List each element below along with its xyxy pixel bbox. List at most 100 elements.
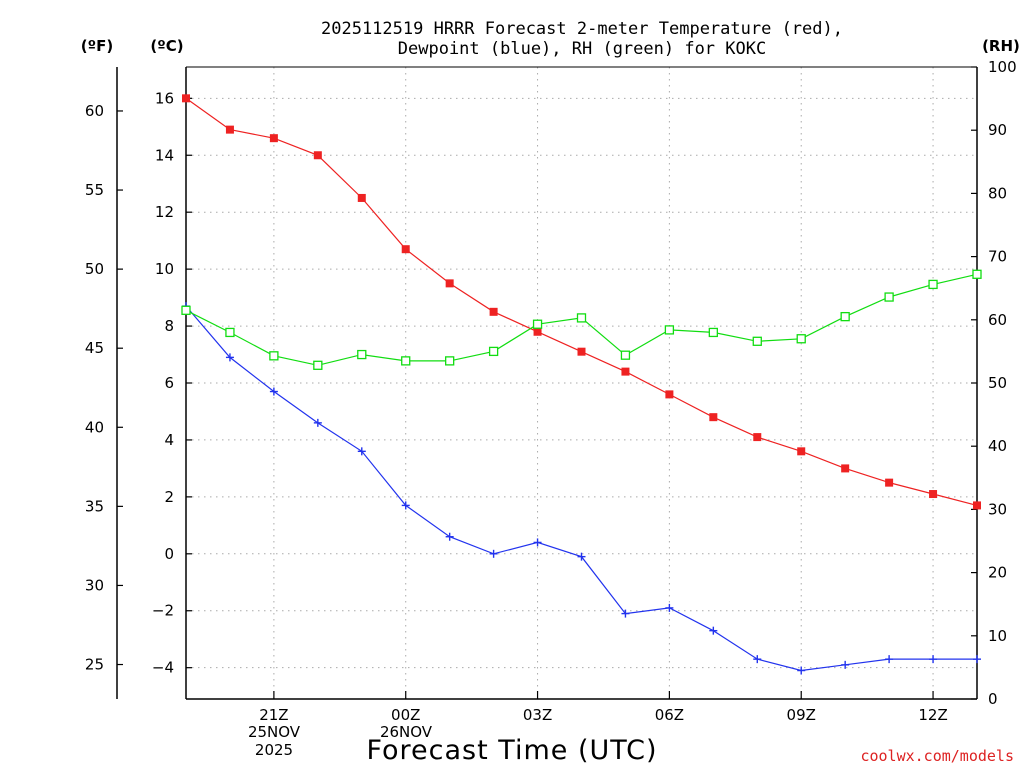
x-tick-label: 00Z	[391, 706, 420, 724]
x-tick-label: 03Z	[523, 706, 552, 724]
2-meter-temperature-point	[665, 390, 674, 399]
fahrenheit-tick-label: 45	[85, 339, 104, 357]
rh-point	[840, 311, 850, 322]
fahrenheit-unit-label: (ºF)	[81, 37, 113, 55]
rh-tick-label: 60	[988, 311, 1007, 329]
rh-point	[620, 350, 631, 360]
celsius-tick-label: 10	[155, 260, 174, 278]
2-meter-temperature-point	[533, 327, 542, 336]
celsius-tick-label: 0	[164, 545, 174, 563]
2-meter-temperature-line	[185, 97, 978, 506]
rh-point	[225, 327, 235, 338]
dewpoint-point	[885, 655, 894, 664]
rh-point	[401, 356, 411, 366]
rh-point	[972, 269, 982, 279]
dewpoint-line	[185, 305, 977, 672]
fahrenheit-tick-label: 35	[85, 497, 104, 515]
rh-tick-label: 30	[988, 500, 1007, 518]
celsius-tick-label: −2	[152, 602, 174, 620]
rh-tick-label: 50	[988, 374, 1007, 392]
chart-title-line2: Dewpoint (blue), RH (green) for KOKC	[398, 39, 766, 59]
dewpoint-point	[665, 603, 674, 612]
rh-point	[884, 292, 894, 302]
rh-point	[708, 327, 718, 338]
2-meter-temperature-point	[929, 490, 938, 499]
rh-tick-label: 10	[988, 627, 1007, 645]
dewpoint-point	[577, 552, 586, 561]
celsius-tick-label: 14	[155, 146, 174, 164]
gridlines	[186, 67, 977, 699]
rh-point	[269, 351, 279, 361]
2-meter-temperature-point	[225, 125, 234, 134]
dewpoint-point	[621, 609, 630, 618]
rh-point	[576, 313, 587, 323]
2-meter-temperature-point	[885, 478, 894, 487]
fahrenheit-tick-label: 60	[85, 102, 104, 120]
2-meter-temperature-point	[621, 367, 630, 376]
credit-watermark: coolwx.com/models	[860, 747, 1014, 765]
date-label-year: 2025	[255, 741, 293, 759]
rh-point	[313, 360, 323, 370]
x-tick-label: 21Z	[259, 706, 288, 724]
rh-tick-label: 70	[988, 248, 1007, 266]
fahrenheit-tick-label: 40	[85, 418, 104, 436]
celsius-tick-label: 4	[164, 431, 174, 449]
celsius-unit-label: (ºC)	[150, 37, 183, 55]
2-meter-temperature-point	[269, 134, 278, 143]
2-meter-temperature-point	[489, 307, 498, 316]
dewpoint-point	[533, 538, 542, 547]
dewpoint-point	[313, 418, 322, 427]
2-meter-temperature-point	[357, 193, 366, 202]
2-meter-temperature-point	[797, 447, 806, 456]
rh-tick-label: 100	[988, 58, 1017, 76]
date-label-26nov: 26NOV	[380, 723, 433, 741]
rh-tick-label: 80	[988, 184, 1007, 202]
date-label-25nov: 25NOV	[248, 723, 301, 741]
celsius-tick-label: 16	[155, 89, 174, 107]
celsius-tick-label: 12	[155, 203, 174, 221]
rh-unit-label: (RH)	[982, 37, 1020, 55]
rh-point	[357, 349, 367, 360]
rh-tick-label: 0	[988, 690, 998, 708]
x-tick-label: 12Z	[918, 706, 947, 724]
x-tick-label: 09Z	[787, 706, 816, 724]
fahrenheit-tick-label: 50	[85, 260, 104, 278]
celsius-tick-label: −4	[152, 659, 174, 677]
dewpoint-point	[269, 387, 278, 396]
2-meter-temperature-point	[841, 464, 850, 473]
dewpoint-point	[445, 532, 454, 541]
dewpoint-point	[973, 655, 981, 664]
rh-tick-label: 40	[988, 437, 1007, 455]
2-meter-temperature-point	[313, 151, 322, 160]
2-meter-temperature-point	[401, 245, 410, 254]
data-series	[181, 94, 982, 675]
celsius-tick-label: 2	[164, 488, 174, 506]
dewpoint-point	[797, 666, 806, 675]
x-tick-label: 06Z	[655, 706, 684, 724]
dewpoint-point	[709, 626, 718, 635]
celsius-tick-label: 8	[164, 317, 174, 335]
2-meter-temperature-point	[577, 347, 586, 356]
rh-point	[532, 319, 543, 329]
fahrenheit-tick-label: 55	[85, 181, 104, 199]
2-meter-temperature-point	[753, 433, 762, 442]
x-axis-title: Forecast Time (UTC)	[366, 735, 657, 766]
fahrenheit-tick-label: 30	[85, 576, 104, 594]
dewpoint-point	[225, 353, 234, 362]
2-meter-temperature-point	[709, 413, 718, 422]
celsius-tick-label: 6	[164, 374, 174, 392]
fahrenheit-tick-label: 25	[85, 656, 104, 674]
dewpoint-point	[841, 660, 850, 669]
rh-point	[752, 336, 762, 346]
rh-tick-label: 90	[988, 121, 1007, 139]
rh-point	[928, 279, 938, 290]
2-meter-temperature-point	[182, 94, 190, 103]
rh-tick-label: 20	[988, 564, 1007, 582]
rh-point	[445, 356, 455, 366]
chart-title-line1: 2025112519 HRRR Forecast 2-meter Tempera…	[321, 19, 843, 39]
dewpoint-point	[489, 549, 498, 558]
2-meter-temperature-point	[973, 501, 981, 510]
rh-point	[488, 346, 499, 357]
